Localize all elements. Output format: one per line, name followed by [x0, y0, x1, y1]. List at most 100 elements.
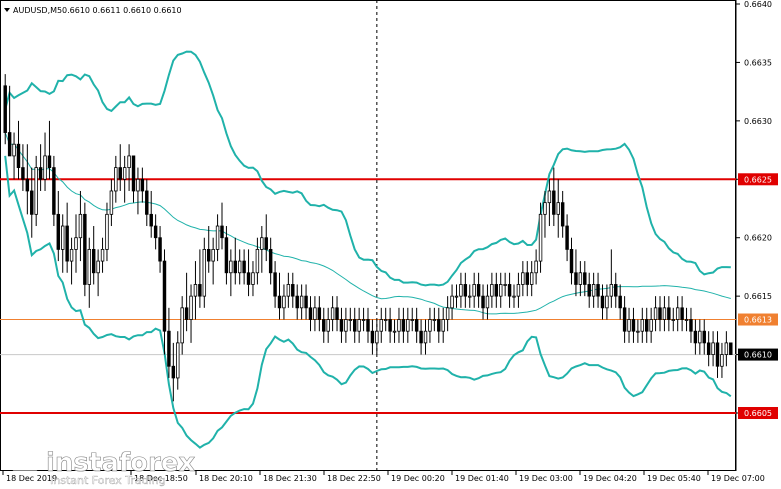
candle-body: [233, 260, 237, 274]
candle-body: [211, 248, 215, 262]
candle-body: [65, 225, 69, 262]
candle-body: [344, 319, 348, 332]
candle-body: [388, 319, 392, 332]
candle-body: [507, 284, 512, 297]
candle-body: [242, 260, 246, 274]
ohlc-values: 0.6610 0.6611 0.6610 0.6610: [62, 6, 182, 15]
candle-body: [313, 307, 317, 320]
bollinger-upper-line: [4, 50, 731, 287]
candle-body: [689, 319, 693, 332]
symbol-title: AUDUSD,M5: [13, 6, 62, 15]
candle-body: [282, 295, 286, 309]
candle-body: [91, 248, 96, 274]
candle-body: [87, 248, 92, 285]
candle-body: [136, 178, 140, 192]
candle-body: [618, 295, 622, 309]
candle-body: [578, 272, 583, 285]
candles-group: [3, 74, 733, 402]
candle-body: [16, 143, 21, 169]
candle-body: [596, 284, 600, 297]
candle-body: [476, 284, 481, 297]
candle-body: [7, 132, 12, 157]
candle-body: [609, 284, 614, 297]
x-tick-label: 19 Dec 07:00: [711, 474, 765, 483]
candle-body: [715, 342, 720, 367]
candle-body: [122, 167, 127, 180]
candle-body: [339, 319, 344, 332]
candle-body: [12, 143, 16, 157]
candle-body: [658, 307, 662, 320]
price-tags: 0.6625 0.6613 0.6605 0.6610: [738, 173, 778, 419]
candle-body: [326, 319, 330, 332]
candle-body: [432, 319, 437, 321]
candle-body: [131, 155, 136, 192]
candle-body: [587, 284, 591, 297]
candle-body: [543, 202, 547, 215]
candle-body: [180, 307, 184, 344]
candle-body: [552, 190, 556, 215]
candle-body: [614, 284, 618, 297]
x-tick-label: 18 Dec 22:50: [327, 474, 381, 483]
candle-body: [78, 213, 83, 239]
candle-body: [454, 295, 459, 298]
candle-body: [127, 155, 131, 169]
candle-body: [574, 272, 578, 285]
x-tick-label: 19 Dec 04:20: [583, 474, 637, 483]
candle-body: [383, 319, 388, 321]
candle-body: [675, 307, 680, 320]
candle-body: [299, 295, 304, 309]
level-tag-0.6613: 0.6613: [744, 316, 772, 325]
candle-body: [61, 225, 65, 250]
candle-body: [74, 237, 78, 250]
candle-body: [140, 178, 145, 192]
logo-brand: instaforex: [46, 448, 196, 478]
candle-body: [684, 319, 689, 321]
candle-body: [193, 284, 198, 297]
level-tag-0.6625: 0.6625: [744, 175, 772, 184]
candle-body: [622, 307, 627, 332]
candle-body: [485, 295, 490, 309]
candle-body: [202, 248, 207, 297]
candle-body: [445, 307, 450, 320]
candle-body: [401, 319, 406, 332]
bollinger-lower-line: [4, 155, 732, 449]
candle-body: [56, 213, 61, 250]
candle-body: [96, 260, 100, 274]
candle-body: [423, 330, 428, 344]
candle-body: [38, 167, 43, 180]
candle-body: [30, 190, 34, 215]
candle-body: [308, 307, 313, 320]
candle-body: [583, 272, 587, 285]
logo-tagline: Instant Forex Trading: [50, 474, 166, 487]
y-tick-label: 0.6635: [744, 58, 772, 67]
candle-body: [605, 295, 609, 309]
candle-body: [153, 225, 158, 239]
candle-body: [273, 272, 277, 297]
candle-body: [149, 213, 153, 227]
title-arrow-icon[interactable]: [4, 8, 10, 12]
candle-body: [69, 248, 74, 262]
candle-body: [538, 213, 543, 262]
candle-body: [636, 330, 640, 333]
candle-body: [662, 307, 667, 320]
candle-body: [264, 237, 268, 250]
candle-body: [711, 342, 715, 355]
candle-body: [184, 307, 189, 320]
candle-body: [472, 284, 476, 297]
time-axis: 18 Dec 2019 18 Dec 18:50 18 Dec 20:10 18 De…: [2, 471, 765, 483]
candle-body: [3, 85, 7, 133]
candle-body: [268, 248, 273, 274]
candle-body: [649, 319, 653, 332]
candle-body: [286, 284, 291, 297]
candle-body: [392, 330, 397, 333]
candle-body: [397, 319, 401, 332]
candle-body: [428, 319, 432, 332]
candle-body: [724, 342, 729, 355]
x-tick-label: 19 Dec 03:00: [519, 474, 573, 483]
candle-body: [291, 284, 295, 297]
candle-body: [171, 365, 176, 379]
candle-body: [729, 342, 733, 355]
candle-body: [105, 213, 109, 250]
candle-body: [176, 342, 180, 379]
candle-body: [565, 225, 569, 250]
